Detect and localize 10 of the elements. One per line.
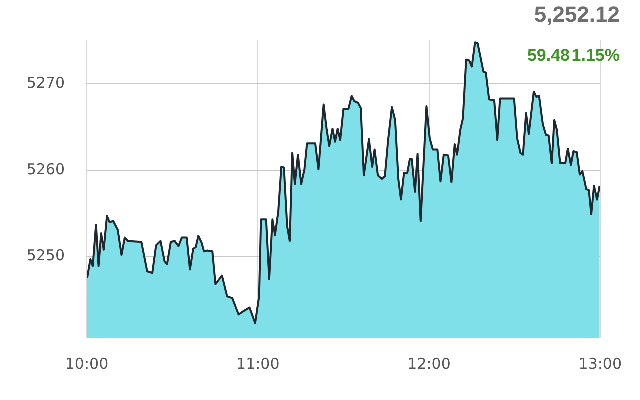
x-tick-label: 10:00 <box>65 354 109 373</box>
annotation: 59.48 <box>527 46 570 66</box>
y-tick-label: 5250 <box>26 246 65 265</box>
text: 5,252.12 <box>534 2 620 28</box>
x-tick-label: 11:00 <box>236 354 280 373</box>
y-tick-label: 5260 <box>26 160 65 178</box>
y-tick-label: 5270 <box>26 74 65 92</box>
x-tick-label: 12:00 <box>408 354 451 373</box>
x-tick-label: 13:00 <box>578 354 622 373</box>
annotation: 1.15% <box>572 46 620 66</box>
